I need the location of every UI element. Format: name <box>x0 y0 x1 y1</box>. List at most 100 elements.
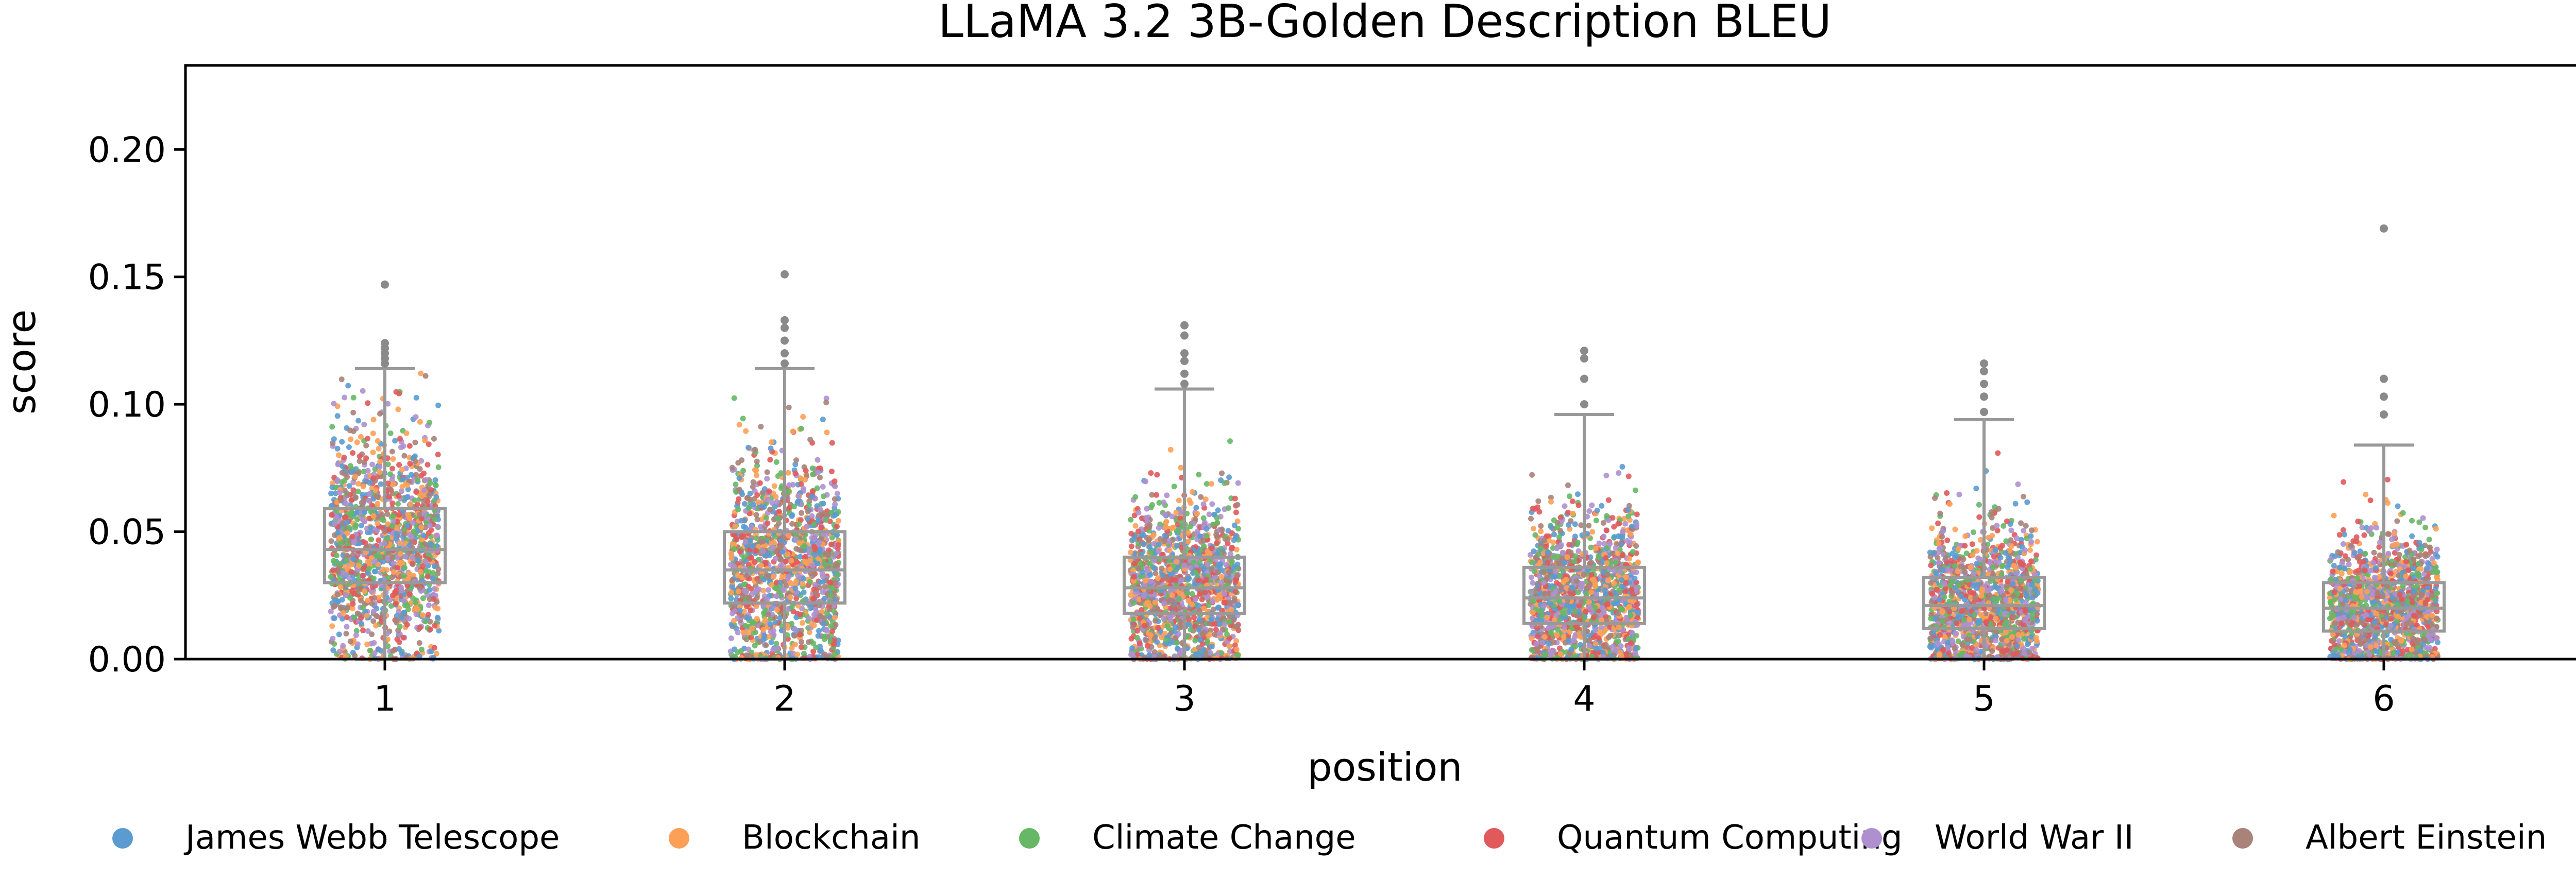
strip-point <box>358 598 364 603</box>
strip-point <box>1130 616 1137 623</box>
strip-point <box>743 573 749 579</box>
strip-point <box>345 605 351 611</box>
strip-point <box>792 642 798 647</box>
strip-point <box>729 577 735 583</box>
strip-point <box>1204 526 1210 532</box>
strip-point <box>1156 541 1162 547</box>
strip-point <box>823 511 829 517</box>
strip-point <box>366 497 372 504</box>
strip-point <box>1151 635 1158 642</box>
strip-point <box>1538 528 1544 534</box>
strip-point <box>355 418 362 424</box>
strip-point <box>735 588 741 594</box>
strip-point <box>336 631 342 637</box>
strip-point <box>374 493 380 499</box>
strip-point <box>1234 623 1241 629</box>
strip-point <box>754 535 760 541</box>
strip-point <box>796 521 802 527</box>
strip-point <box>430 576 436 582</box>
strip-point <box>806 639 811 645</box>
strip-point <box>397 624 403 630</box>
strip-point <box>364 641 370 647</box>
strip-point <box>1156 499 1162 506</box>
strip-point <box>1144 643 1150 649</box>
strip-point <box>353 494 359 501</box>
strip-point <box>410 520 416 526</box>
strip-point <box>396 512 402 518</box>
strip-point <box>1128 543 1134 549</box>
strip-point <box>1141 593 1147 599</box>
strip-point <box>777 557 784 563</box>
strip-point <box>340 463 346 469</box>
strip-point <box>1235 480 1241 486</box>
strip-point <box>1132 561 1138 567</box>
strip-point <box>773 593 779 599</box>
strip-point <box>425 498 431 505</box>
strip-point <box>413 611 419 617</box>
strip-point <box>1204 533 1210 539</box>
strip-point <box>1202 590 1208 596</box>
strip-point <box>377 469 383 475</box>
strip-point <box>815 560 821 566</box>
strip-point <box>376 537 382 543</box>
strip-point <box>361 588 367 594</box>
strip-point <box>351 614 358 620</box>
strip-point <box>760 627 767 633</box>
strip-point <box>1173 509 1179 515</box>
strip-point <box>375 438 381 444</box>
strip-point <box>417 419 423 425</box>
strip-point <box>404 602 411 609</box>
strip-point <box>749 555 754 561</box>
strip-point <box>1219 470 1225 476</box>
strip-point <box>371 650 378 656</box>
strip-point <box>1226 474 1232 480</box>
strip-point <box>1219 526 1225 532</box>
strip-point <box>404 474 410 480</box>
strip-point <box>737 608 743 613</box>
strip-point <box>786 574 792 580</box>
strip-point <box>743 428 749 434</box>
strip-point <box>1197 533 1203 539</box>
strip-point <box>350 428 357 434</box>
strip-point <box>351 540 357 546</box>
strip-point <box>401 609 407 615</box>
strip-point <box>338 497 344 504</box>
strip-point <box>390 456 396 462</box>
strip-point <box>1201 629 1208 635</box>
strip-point <box>799 510 804 516</box>
strip-point <box>349 510 355 515</box>
strip-point <box>1232 495 1238 502</box>
strip-point <box>418 370 424 376</box>
strip-point <box>788 558 794 564</box>
strip-point <box>349 533 355 540</box>
strip-point <box>378 481 384 487</box>
strip-point <box>1198 494 1204 500</box>
strip-point <box>778 470 784 476</box>
strip-point <box>1196 627 1202 633</box>
strip-point <box>435 402 442 408</box>
strip-point <box>807 579 813 585</box>
strip-point <box>360 627 366 633</box>
strip-point <box>786 404 792 410</box>
strip-point <box>431 586 437 592</box>
strip-point <box>418 646 425 652</box>
strip-point <box>1154 492 1159 498</box>
strip-point <box>425 574 431 580</box>
strip-point <box>435 464 442 470</box>
strip-point <box>1144 506 1150 512</box>
strip-point <box>754 616 760 622</box>
strip-point <box>1203 576 1209 582</box>
strip-point <box>425 462 431 468</box>
strip-point <box>422 618 429 625</box>
strip-point <box>401 527 408 533</box>
strip-point <box>1209 566 1215 572</box>
strip-point <box>409 533 415 540</box>
strip-point <box>435 452 441 458</box>
strip-point <box>334 514 340 520</box>
strip-point <box>764 476 770 482</box>
strip-point <box>811 537 817 542</box>
strip-point <box>335 530 341 536</box>
strip-point <box>1556 534 1562 540</box>
strip-point <box>1222 591 1227 597</box>
strip-point <box>347 639 353 644</box>
